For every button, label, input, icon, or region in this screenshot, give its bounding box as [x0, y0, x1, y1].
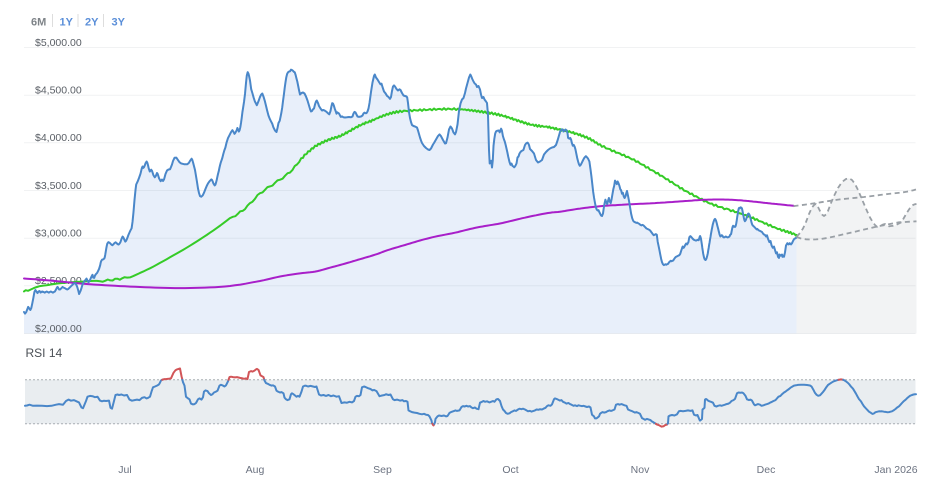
- svg-text:Sep: Sep: [373, 464, 392, 476]
- svg-text:Aug: Aug: [246, 464, 265, 476]
- svg-text:$2,000.00: $2,000.00: [35, 323, 82, 335]
- svg-text:Jul: Jul: [118, 464, 131, 476]
- svg-text:$4,500.00: $4,500.00: [35, 85, 82, 97]
- svg-text:1Y: 1Y: [60, 17, 74, 29]
- svg-text:Nov: Nov: [631, 464, 650, 476]
- svg-text:RSI 14: RSI 14: [26, 346, 63, 360]
- svg-text:6M: 6M: [31, 17, 46, 29]
- svg-text:2Y: 2Y: [85, 17, 99, 29]
- svg-text:$5,000.00: $5,000.00: [35, 37, 82, 49]
- svg-text:Jan 2026: Jan 2026: [874, 464, 917, 476]
- svg-text:3Y: 3Y: [112, 17, 126, 29]
- svg-text:$3,500.00: $3,500.00: [35, 180, 82, 192]
- svg-text:Oct: Oct: [502, 464, 518, 476]
- svg-text:$4,000.00: $4,000.00: [35, 132, 82, 144]
- svg-text:Dec: Dec: [757, 464, 776, 476]
- svg-text:$3,000.00: $3,000.00: [35, 228, 82, 240]
